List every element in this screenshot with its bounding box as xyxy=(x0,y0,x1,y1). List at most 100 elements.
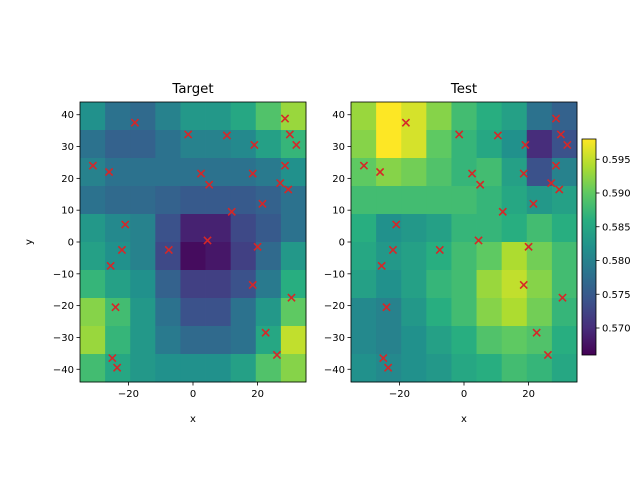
heatmap-cell xyxy=(476,186,503,215)
heatmap-cell xyxy=(230,326,257,355)
heatmap-cell xyxy=(105,326,131,355)
heatmap-cell xyxy=(351,354,377,383)
heatmap-cell xyxy=(451,242,477,271)
colorbar-tick-label: 0.570 xyxy=(602,324,631,335)
heatmap-cell xyxy=(401,270,427,299)
heatmap-cell xyxy=(351,102,377,131)
colorbar-tick-label: 0.575 xyxy=(602,290,631,301)
data-point-marker xyxy=(284,185,293,194)
heatmap-cell xyxy=(501,214,528,243)
data-point-marker xyxy=(529,199,538,208)
y-tick-label: 20 xyxy=(61,174,74,185)
heatmap-cell xyxy=(230,102,257,131)
colorbar-tick-label: 0.585 xyxy=(602,222,631,233)
y-tick-label: 10 xyxy=(61,206,74,217)
data-point-marker xyxy=(227,207,236,216)
data-point-marker xyxy=(164,245,173,255)
data-point-marker xyxy=(519,280,528,290)
data-point-marker xyxy=(112,363,122,372)
data-point-marker xyxy=(250,140,259,150)
heatmap-cell xyxy=(526,214,553,243)
heatmap-cell xyxy=(255,270,282,299)
heatmap-cell xyxy=(376,214,402,243)
y-tick-label: 0 xyxy=(68,238,74,249)
heatmap-cell xyxy=(476,242,503,271)
heatmap-cell xyxy=(205,326,232,355)
heatmap-cell xyxy=(526,354,553,383)
heatmap-cell xyxy=(280,214,307,243)
data-point-marker xyxy=(222,131,232,140)
heatmap-cell xyxy=(180,130,206,159)
heatmap-cell xyxy=(155,326,181,355)
heatmap-cell xyxy=(401,186,427,215)
heatmap-cell xyxy=(180,186,206,215)
heatmap-cell xyxy=(401,354,427,383)
heatmap-cell xyxy=(426,186,452,215)
heatmap-cell xyxy=(501,242,528,271)
heatmap-cell xyxy=(426,270,452,299)
y-tick-label: −40 xyxy=(324,365,345,376)
heatmap-cell xyxy=(80,158,106,187)
heatmap-cell xyxy=(105,130,131,159)
heatmap-cell xyxy=(130,158,156,187)
heatmap-cell xyxy=(551,270,578,299)
heatmap-cell xyxy=(351,186,377,215)
data-point-marker xyxy=(104,167,114,177)
heatmap-cell xyxy=(351,326,377,355)
heatmap-cell xyxy=(205,354,232,383)
heatmap-cell xyxy=(401,158,427,187)
heatmap-cell xyxy=(155,102,181,131)
data-point-marker xyxy=(280,114,290,123)
heatmap-cell xyxy=(180,102,206,131)
heatmap-cell xyxy=(401,326,427,355)
data-point-marker xyxy=(204,180,214,189)
data-point-marker xyxy=(280,161,290,170)
y-tick-label: −30 xyxy=(53,333,74,344)
heatmap-cell xyxy=(80,102,106,131)
heatmap-cell xyxy=(451,326,477,355)
data-point-marker xyxy=(375,167,385,177)
heatmap-cell xyxy=(526,270,553,299)
heatmap-cell xyxy=(155,270,181,299)
heatmap-cell xyxy=(130,214,156,243)
x-axis-label: x xyxy=(190,414,196,425)
heatmap-cell xyxy=(451,354,477,383)
heatmap-cell xyxy=(351,158,377,187)
heatmap-cell xyxy=(280,326,307,355)
heatmap-cell xyxy=(155,242,181,271)
heatmap-cell xyxy=(280,186,307,215)
heatmap-cell xyxy=(80,270,106,299)
y-axis-ticks: −40 −30 −20 −10 0 10 20 30 40 xyxy=(324,110,351,376)
heatmap-cell xyxy=(351,270,377,299)
heatmap-cell xyxy=(426,130,452,159)
heatmap-cell xyxy=(105,186,131,215)
heatmap-cell xyxy=(376,326,402,355)
data-point-marker xyxy=(183,130,193,139)
x-tick-label: 0 xyxy=(461,389,467,400)
heatmap-cell xyxy=(155,130,181,159)
heatmap-cell xyxy=(180,326,206,355)
heatmap-cell xyxy=(426,102,452,131)
heatmap-cell xyxy=(401,298,427,327)
data-point-marker xyxy=(467,169,477,178)
chart-title: Target xyxy=(171,82,213,97)
data-point-marker xyxy=(111,303,120,312)
heatmap-cell xyxy=(451,186,477,215)
data-point-marker xyxy=(556,130,566,139)
heatmap-cell xyxy=(376,102,402,131)
data-point-marker xyxy=(106,261,115,271)
heatmap-cell xyxy=(130,186,156,215)
heatmap-cell xyxy=(205,158,232,187)
heatmap-cell xyxy=(551,102,578,131)
colorbar-tick-label: 0.595 xyxy=(602,155,631,166)
heatmap-cell xyxy=(255,354,282,383)
data-point-marker xyxy=(272,350,282,360)
data-point-marker xyxy=(521,140,530,150)
heatmap-cell xyxy=(255,158,282,187)
colorbar-tick-label: 0.580 xyxy=(602,256,631,267)
data-point-marker xyxy=(248,280,257,290)
heatmap-cell xyxy=(230,130,257,159)
data-point-marker xyxy=(383,363,393,372)
x-axis-ticks: −20 0 20 xyxy=(389,382,535,400)
heatmap-cell xyxy=(351,130,377,159)
